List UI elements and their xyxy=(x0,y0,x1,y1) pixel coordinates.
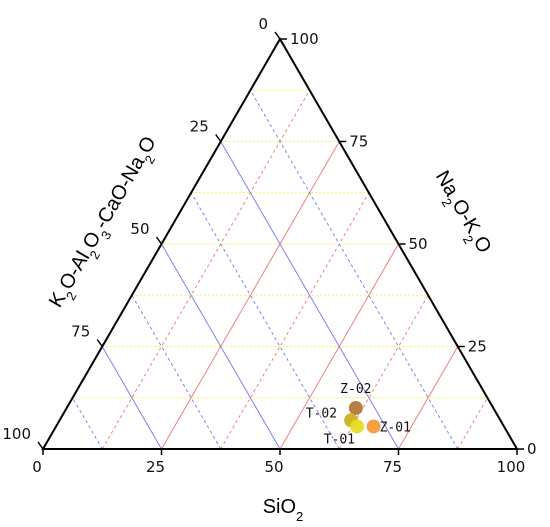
data-label-t-01: T-01 xyxy=(324,432,355,447)
right-tick-label: 100 xyxy=(290,30,319,48)
data-label-z-02: Z-02 xyxy=(340,382,371,397)
grid-line-left-parallel xyxy=(101,89,311,450)
grid-line-left-parallel xyxy=(398,346,459,450)
grid-line-right-parallel xyxy=(220,141,399,450)
left-tick-mark xyxy=(274,31,281,40)
left-tick-label: 0 xyxy=(258,15,268,33)
bottom-axis-title: SiO2 xyxy=(263,496,304,524)
right-tick-label: 0 xyxy=(527,440,537,458)
left-tick-mark xyxy=(155,236,163,245)
left-tick-mark xyxy=(96,339,103,347)
left-tick-label: 25 xyxy=(190,118,209,136)
bottom-tick-label: 100 xyxy=(497,458,526,476)
grid-line-left-parallel xyxy=(220,192,370,450)
grid-line-left-parallel xyxy=(457,397,488,450)
bottom-tick-label: 50 xyxy=(264,458,283,476)
grid-line-right-parallel xyxy=(72,397,103,450)
bottom-tick-label: 0 xyxy=(32,458,42,476)
bottom-tick-label: 25 xyxy=(146,458,165,476)
data-label-t-02: T-02 xyxy=(306,406,337,421)
left-tick-label: 50 xyxy=(130,220,149,238)
grid-line-right-parallel xyxy=(101,346,162,450)
data-label-z-01: Z-01 xyxy=(380,420,411,435)
point-layer: Z-02T-02 T-01 Z-01 xyxy=(306,382,411,447)
data-point-z-01 xyxy=(366,419,381,434)
grid-line-right-parallel xyxy=(131,294,222,450)
grid-layer xyxy=(72,89,488,450)
grid-line-right-parallel xyxy=(161,243,281,450)
data-point-z-02 xyxy=(348,401,363,415)
bottom-tick-label: 75 xyxy=(383,458,402,476)
right-axis-title: Na2O-K2O xyxy=(426,167,495,260)
left-tick-mark xyxy=(37,441,44,450)
left-tick-label: 75 xyxy=(71,323,90,341)
right-tick-label: 50 xyxy=(409,235,428,253)
right-tick-label: 25 xyxy=(468,338,487,356)
right-tick-label: 75 xyxy=(349,133,368,151)
grid-line-right-parallel xyxy=(190,192,340,450)
left-tick-label: 100 xyxy=(2,425,31,443)
left-tick-mark xyxy=(215,134,222,142)
data-point-t-01 xyxy=(350,419,365,434)
